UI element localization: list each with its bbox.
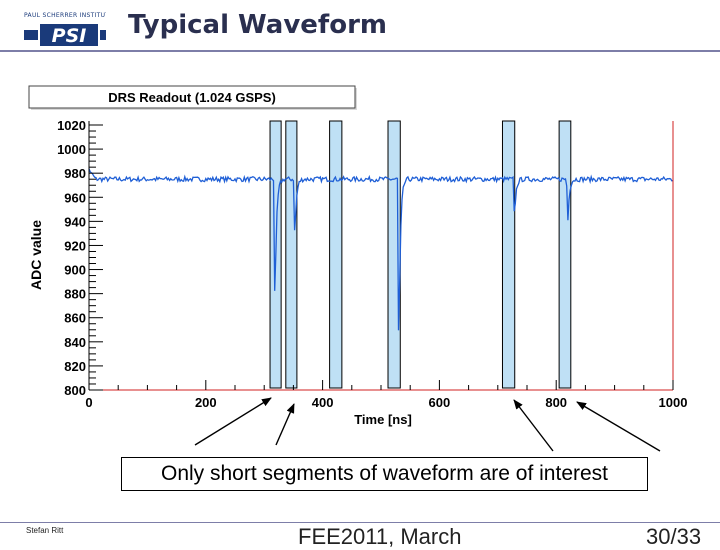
x-tick-label: 200 (195, 395, 217, 410)
logo-text: PSI (52, 25, 87, 46)
annotation-arrow-4 (576, 401, 661, 452)
callout-box: Only short segments of waveform are of i… (121, 457, 648, 491)
y-tick-label: 980 (64, 166, 86, 181)
title-divider (0, 50, 720, 52)
footer-author: Stefan Ritt (26, 526, 64, 535)
y-tick-label: 960 (64, 190, 86, 205)
x-tick-label: 0 (85, 395, 92, 410)
footer-divider (0, 522, 720, 523)
y-tick-label: 820 (64, 359, 86, 374)
x-tick-label: 800 (545, 395, 567, 410)
x-tick-label: 400 (312, 395, 334, 410)
highlight-segment-3 (329, 120, 343, 389)
y-tick-label: 900 (64, 263, 86, 278)
footer-event: FEE2011, March (298, 524, 462, 549)
y-tick-label: 1000 (57, 142, 86, 157)
chart-title: DRS Readout (1.024 GSPS) (108, 90, 276, 105)
y-tick-label: 860 (64, 311, 86, 326)
logo-institute-text: PAUL SCHERRER INSTITUT (24, 12, 106, 19)
waveform-chart: DRS Readout (1.024 GSPS) 800 820 840 860 880… (28, 85, 688, 452)
y-tick-label: 880 (64, 287, 86, 302)
y-tick-label: 800 (64, 383, 86, 398)
x-axis-label: Time [ns] (354, 412, 412, 427)
x-tick-label: 1000 (659, 395, 688, 410)
x-tick-label: 600 (429, 395, 451, 410)
psi-logo: PAUL SCHERRER INSTITUT PSI (24, 12, 106, 46)
waveform-series (88, 168, 674, 331)
y-tick-label: 840 (64, 335, 86, 350)
y-tick-label: 920 (64, 238, 86, 253)
page-number: 30/33 (646, 524, 702, 549)
chart-title-box (28, 85, 356, 109)
annotation-arrow-1 (194, 397, 272, 446)
annotation-arrow-2 (275, 403, 295, 446)
y-tick-label: 940 (64, 214, 86, 229)
y-tick-label: 1020 (57, 118, 86, 133)
slide-title: Typical Waveform (128, 10, 388, 40)
highlight-segment-6 (558, 120, 572, 389)
psi-logo-mark: PSI (24, 24, 106, 46)
highlight-segment-2 (285, 120, 298, 389)
annotation-arrow-3 (513, 399, 554, 452)
y-axis-label: ADC value (28, 220, 44, 290)
highlight-segment-5 (501, 120, 516, 389)
